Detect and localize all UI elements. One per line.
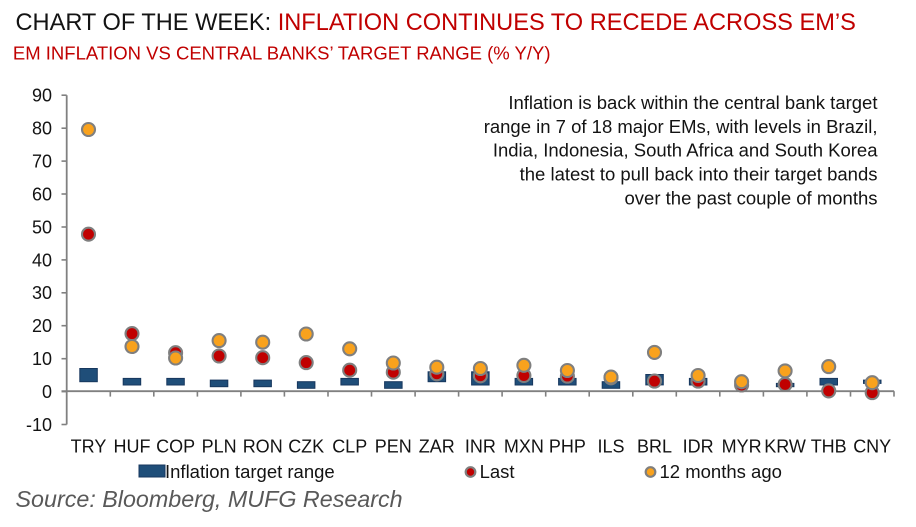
svg-text:Last: Last <box>480 461 515 482</box>
svg-text:TRY: TRY <box>71 437 107 457</box>
svg-text:over the past couple of months: over the past couple of months <box>625 188 878 209</box>
svg-text:30: 30 <box>32 283 52 303</box>
svg-text:PEN: PEN <box>375 437 412 457</box>
svg-text:ILS: ILS <box>597 437 624 457</box>
svg-text:CLP: CLP <box>332 437 367 457</box>
svg-text:THB: THB <box>811 437 847 457</box>
svg-text:10: 10 <box>32 349 52 369</box>
svg-text:RON: RON <box>243 437 283 457</box>
svg-text:MYR: MYR <box>722 437 762 457</box>
svg-text:CHART OF THE WEEK: INFLATION C: CHART OF THE WEEK: INFLATION CONTINUES T… <box>16 10 856 36</box>
svg-text:12 months ago: 12 months ago <box>660 461 782 482</box>
svg-text:40: 40 <box>32 250 52 270</box>
svg-text:HUF: HUF <box>114 437 151 457</box>
svg-text:COP: COP <box>156 437 195 457</box>
svg-text:KRW: KRW <box>764 437 806 457</box>
svg-text:the latest to pull back into t: the latest to pull back into their targe… <box>520 164 878 185</box>
svg-text:Inflation target range: Inflation target range <box>165 461 335 482</box>
svg-text:20: 20 <box>32 316 52 336</box>
svg-text:EM INFLATION VS CENTRAL BANKS’: EM INFLATION VS CENTRAL BANKS’ TARGET RA… <box>13 43 551 64</box>
svg-text:PLN: PLN <box>202 437 237 457</box>
svg-text:CNY: CNY <box>853 437 891 457</box>
svg-text:INR: INR <box>465 437 496 457</box>
svg-text:MXN: MXN <box>504 437 544 457</box>
svg-text:0: 0 <box>42 382 52 402</box>
svg-text:-10: -10 <box>26 415 52 435</box>
svg-text:range in 7 of 18 major EMs, wi: range in 7 of 18 major EMs, with levels … <box>484 116 878 137</box>
svg-text:50: 50 <box>32 217 52 237</box>
svg-text:Inflation is back within the c: Inflation is back within the central ban… <box>508 92 877 113</box>
svg-text:IDR: IDR <box>683 437 714 457</box>
svg-text:90: 90 <box>32 86 52 106</box>
svg-text:CZK: CZK <box>288 437 324 457</box>
svg-text:70: 70 <box>32 152 52 172</box>
svg-text:PHP: PHP <box>549 437 586 457</box>
svg-text:60: 60 <box>32 184 52 204</box>
svg-text:India, Indonesia, South Africa: India, Indonesia, South Africa and South… <box>493 140 878 161</box>
svg-text:Source: Bloomberg, MUFG Resear: Source: Bloomberg, MUFG Research <box>16 486 403 512</box>
svg-text:ZAR: ZAR <box>419 437 455 457</box>
svg-text:BRL: BRL <box>637 437 672 457</box>
svg-text:80: 80 <box>32 119 52 139</box>
